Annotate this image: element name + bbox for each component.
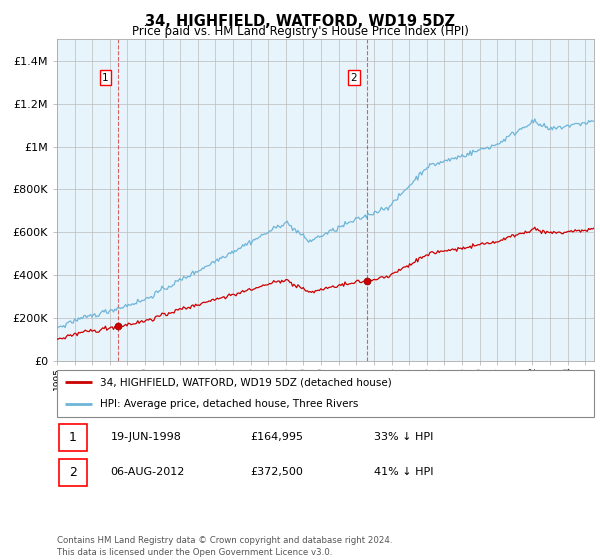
Text: 19-JUN-1998: 19-JUN-1998 <box>111 432 182 442</box>
Text: 1: 1 <box>68 431 77 444</box>
Text: 34, HIGHFIELD, WATFORD, WD19 5DZ: 34, HIGHFIELD, WATFORD, WD19 5DZ <box>145 14 455 29</box>
Text: £372,500: £372,500 <box>250 468 303 477</box>
Bar <box>59 459 86 486</box>
Text: HPI: Average price, detached house, Three Rivers: HPI: Average price, detached house, Thre… <box>100 399 358 409</box>
Text: £164,995: £164,995 <box>250 432 304 442</box>
Text: 33% ↓ HPI: 33% ↓ HPI <box>374 432 433 442</box>
Text: 1: 1 <box>102 73 109 83</box>
Text: Price paid vs. HM Land Registry's House Price Index (HPI): Price paid vs. HM Land Registry's House … <box>131 25 469 38</box>
Bar <box>59 423 86 451</box>
Text: 34, HIGHFIELD, WATFORD, WD19 5DZ (detached house): 34, HIGHFIELD, WATFORD, WD19 5DZ (detach… <box>100 377 392 388</box>
Text: Contains HM Land Registry data © Crown copyright and database right 2024.
This d: Contains HM Land Registry data © Crown c… <box>57 536 392 557</box>
Text: 41% ↓ HPI: 41% ↓ HPI <box>374 468 433 477</box>
Text: 2: 2 <box>350 73 357 83</box>
Text: 2: 2 <box>68 466 77 479</box>
Text: 06-AUG-2012: 06-AUG-2012 <box>111 468 185 477</box>
